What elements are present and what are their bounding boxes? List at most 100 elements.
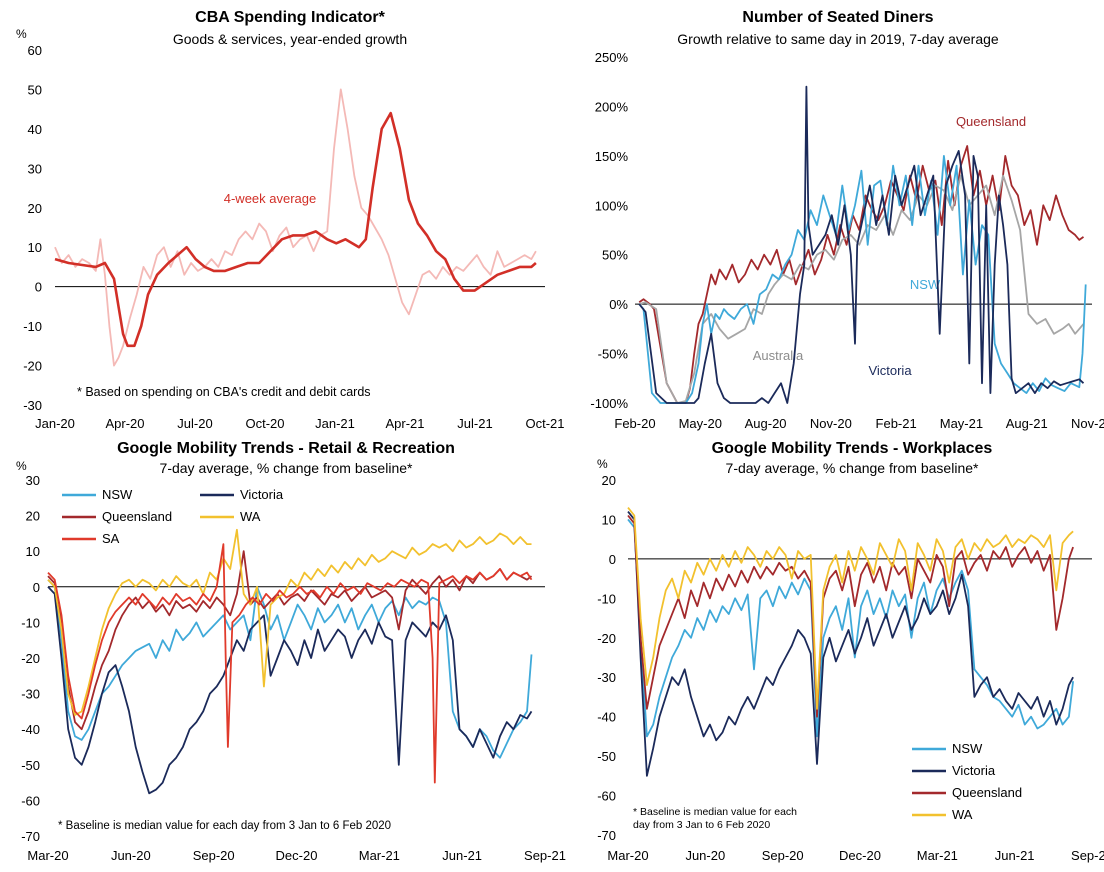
chart3-y-tick: 0 <box>33 580 40 595</box>
diners-label-victoria: Victoria <box>868 363 912 378</box>
legend-label-queensland: Queensland <box>952 785 1022 800</box>
chart3-series-queensland <box>47 550 533 731</box>
chart1-ylabel: % <box>16 27 27 41</box>
chart3-x-tick: Mar-21 <box>359 848 400 863</box>
legend-label-nsw: NSW <box>952 741 983 756</box>
chart3-title: Google Mobility Trends - Retail & Recrea… <box>117 440 455 457</box>
chart1-x-tick: Oct-20 <box>245 416 284 431</box>
chart3-group: 30 20 10 0 -10 -20 -30 -40 -50 -60 -70 Mar-20 Jun-20… <box>21 473 566 863</box>
chart3-x-tick: Jun-21 <box>442 848 482 863</box>
chart3-subtitle: 7-day average, % change from baseline* <box>160 460 413 476</box>
chart3-series-wa <box>47 528 532 716</box>
chart1-y-tick: 30 <box>28 161 42 176</box>
chart2-subtitle: Growth relative to same day in 2019, 7-d… <box>677 31 999 47</box>
chart2-series-australia <box>638 174 1085 404</box>
chart1-y-tick: 0 <box>35 280 42 295</box>
chart3-y-tick: -40 <box>21 722 40 737</box>
chart4-x-tick: Dec-20 <box>839 848 881 863</box>
chart2-y-tick: 100% <box>595 198 629 213</box>
chart3-x-tick: Jun-20 <box>111 848 151 863</box>
chart4-y-tick: 20 <box>602 473 616 488</box>
chart4-subtitle: 7-day average, % change from baseline* <box>726 460 979 476</box>
chart2-y-tick: 250% <box>595 50 629 65</box>
chart3-x-tick: Sep-21 <box>524 848 566 863</box>
chart4-y-tick: 0 <box>609 552 616 567</box>
chart1-y-tick: 10 <box>28 240 42 255</box>
legend-label-sa: SA <box>102 531 120 546</box>
chart2-x-tick: May-20 <box>679 416 722 431</box>
chart2-x-tick: Nov-20 <box>810 416 852 431</box>
chart2-series-nsw <box>638 154 1087 404</box>
diners-label-nsw: NSW <box>910 277 941 292</box>
chart3-note: * Baseline is median value for each day … <box>58 820 391 832</box>
chart4-y-tick: -20 <box>597 631 616 646</box>
chart3-x-tick: Sep-20 <box>193 848 235 863</box>
chart4-series-victoria <box>627 511 1074 777</box>
chart3-x-tick: Mar-20 <box>27 848 68 863</box>
chart2-y-tick: -100% <box>590 396 628 411</box>
chart4-y-tick: -50 <box>597 749 616 764</box>
chart4-series-wa <box>627 507 1074 710</box>
chart2-y-tick: 200% <box>595 99 629 114</box>
chart2-y-tick: 0% <box>609 297 628 312</box>
chart3-series-nsw <box>47 579 533 759</box>
chart2-x-tick: Feb-21 <box>876 416 917 431</box>
chart4-note-line1: * Baseline is median value for each <box>633 806 797 818</box>
legend-label-wa: WA <box>952 807 973 822</box>
chart2-series-victoria <box>638 85 1085 404</box>
chart2-x-tick: Feb-20 <box>614 416 655 431</box>
chart4-x-tick: Mar-20 <box>607 848 648 863</box>
chart1-annotation: 4-week average <box>224 191 317 206</box>
chart3-y-tick: -60 <box>21 793 40 808</box>
chart1-x-tick: Oct-21 <box>525 416 564 431</box>
chart4-y-tick: 10 <box>602 512 616 527</box>
chart2-x-tick: Nov-21 <box>1071 416 1104 431</box>
chart3-y-tick: 20 <box>26 509 40 524</box>
chart4-ylabel: % <box>597 457 608 471</box>
diners-label-queensland: Queensland <box>956 114 1026 129</box>
chart2-y-tick: 50% <box>602 248 628 263</box>
chart4-y-tick: -60 <box>597 789 616 804</box>
chart3-y-tick: -70 <box>21 829 40 844</box>
chart3-series-victoria <box>47 586 533 795</box>
chart3-y-tick: 10 <box>26 544 40 559</box>
chart3-series-sa <box>47 543 533 784</box>
chart4-y-tick: -70 <box>597 828 616 843</box>
plot-layer: 60 50 40 30 20 10 0 -10 -20 -30 Jan-20 Apr-20 Jul-20… <box>21 43 1104 863</box>
legend-label-victoria: Victoria <box>240 487 284 502</box>
chart1-x-tick: Jul-21 <box>457 416 492 431</box>
chart1-x-tick: Apr-20 <box>105 416 144 431</box>
chart4-y-tick: -40 <box>597 710 616 725</box>
chart1-title: CBA Spending Indicator* <box>195 9 385 26</box>
chart2-y-tick: -50% <box>598 347 629 362</box>
chart3-y-tick: -30 <box>21 687 40 702</box>
chart1-y-tick: -30 <box>23 398 42 413</box>
chart3-y-tick: 30 <box>26 473 40 488</box>
chart1-y-tick: -10 <box>23 319 42 334</box>
chart1-series-4-week-average <box>54 111 537 348</box>
chart2-x-tick: Aug-20 <box>745 416 787 431</box>
chart1-y-tick: 50 <box>28 82 42 97</box>
chart1-x-tick: Jul-20 <box>177 416 212 431</box>
chart1-note: * Based on spending on CBA's credit and … <box>77 385 371 399</box>
chart4-group: 20 10 0 -10 -20 -30 -40 -50 -60 -70 Mar-20 Jun-20 Se… <box>597 473 1104 863</box>
chart4-series-queensland <box>627 514 1074 718</box>
chart2-series-queensland <box>638 145 1085 404</box>
chart4-title: Google Mobility Trends - Workplaces <box>712 440 993 457</box>
chart4-y-tick: -30 <box>597 670 616 685</box>
chart4-x-tick: Jun-20 <box>685 848 725 863</box>
chart2-group: 250% 200% 150% 100% 50% 0% -50% -100% Feb-20 May-… <box>590 50 1104 431</box>
chart4-x-tick: Mar-21 <box>917 848 958 863</box>
chart1-x-tick: Jan-20 <box>35 416 75 431</box>
chart3-y-tick: -10 <box>21 615 40 630</box>
chart1-group: 60 50 40 30 20 10 0 -10 -20 -30 Jan-20 Apr-20 Jul-20… <box>23 43 564 431</box>
chart4-x-tick: Sep-21 <box>1071 848 1104 863</box>
chart3-ylabel: % <box>16 459 27 473</box>
chart4-y-tick: -10 <box>597 591 616 606</box>
chart1-y-tick: 40 <box>28 122 42 137</box>
chart3-y-tick: -20 <box>21 651 40 666</box>
chart2-x-tick: May-21 <box>940 416 983 431</box>
chart4-note-line2: day from 3 Jan to 6 Feb 2020 <box>633 819 770 831</box>
diners-label-australia: Australia <box>753 348 804 363</box>
